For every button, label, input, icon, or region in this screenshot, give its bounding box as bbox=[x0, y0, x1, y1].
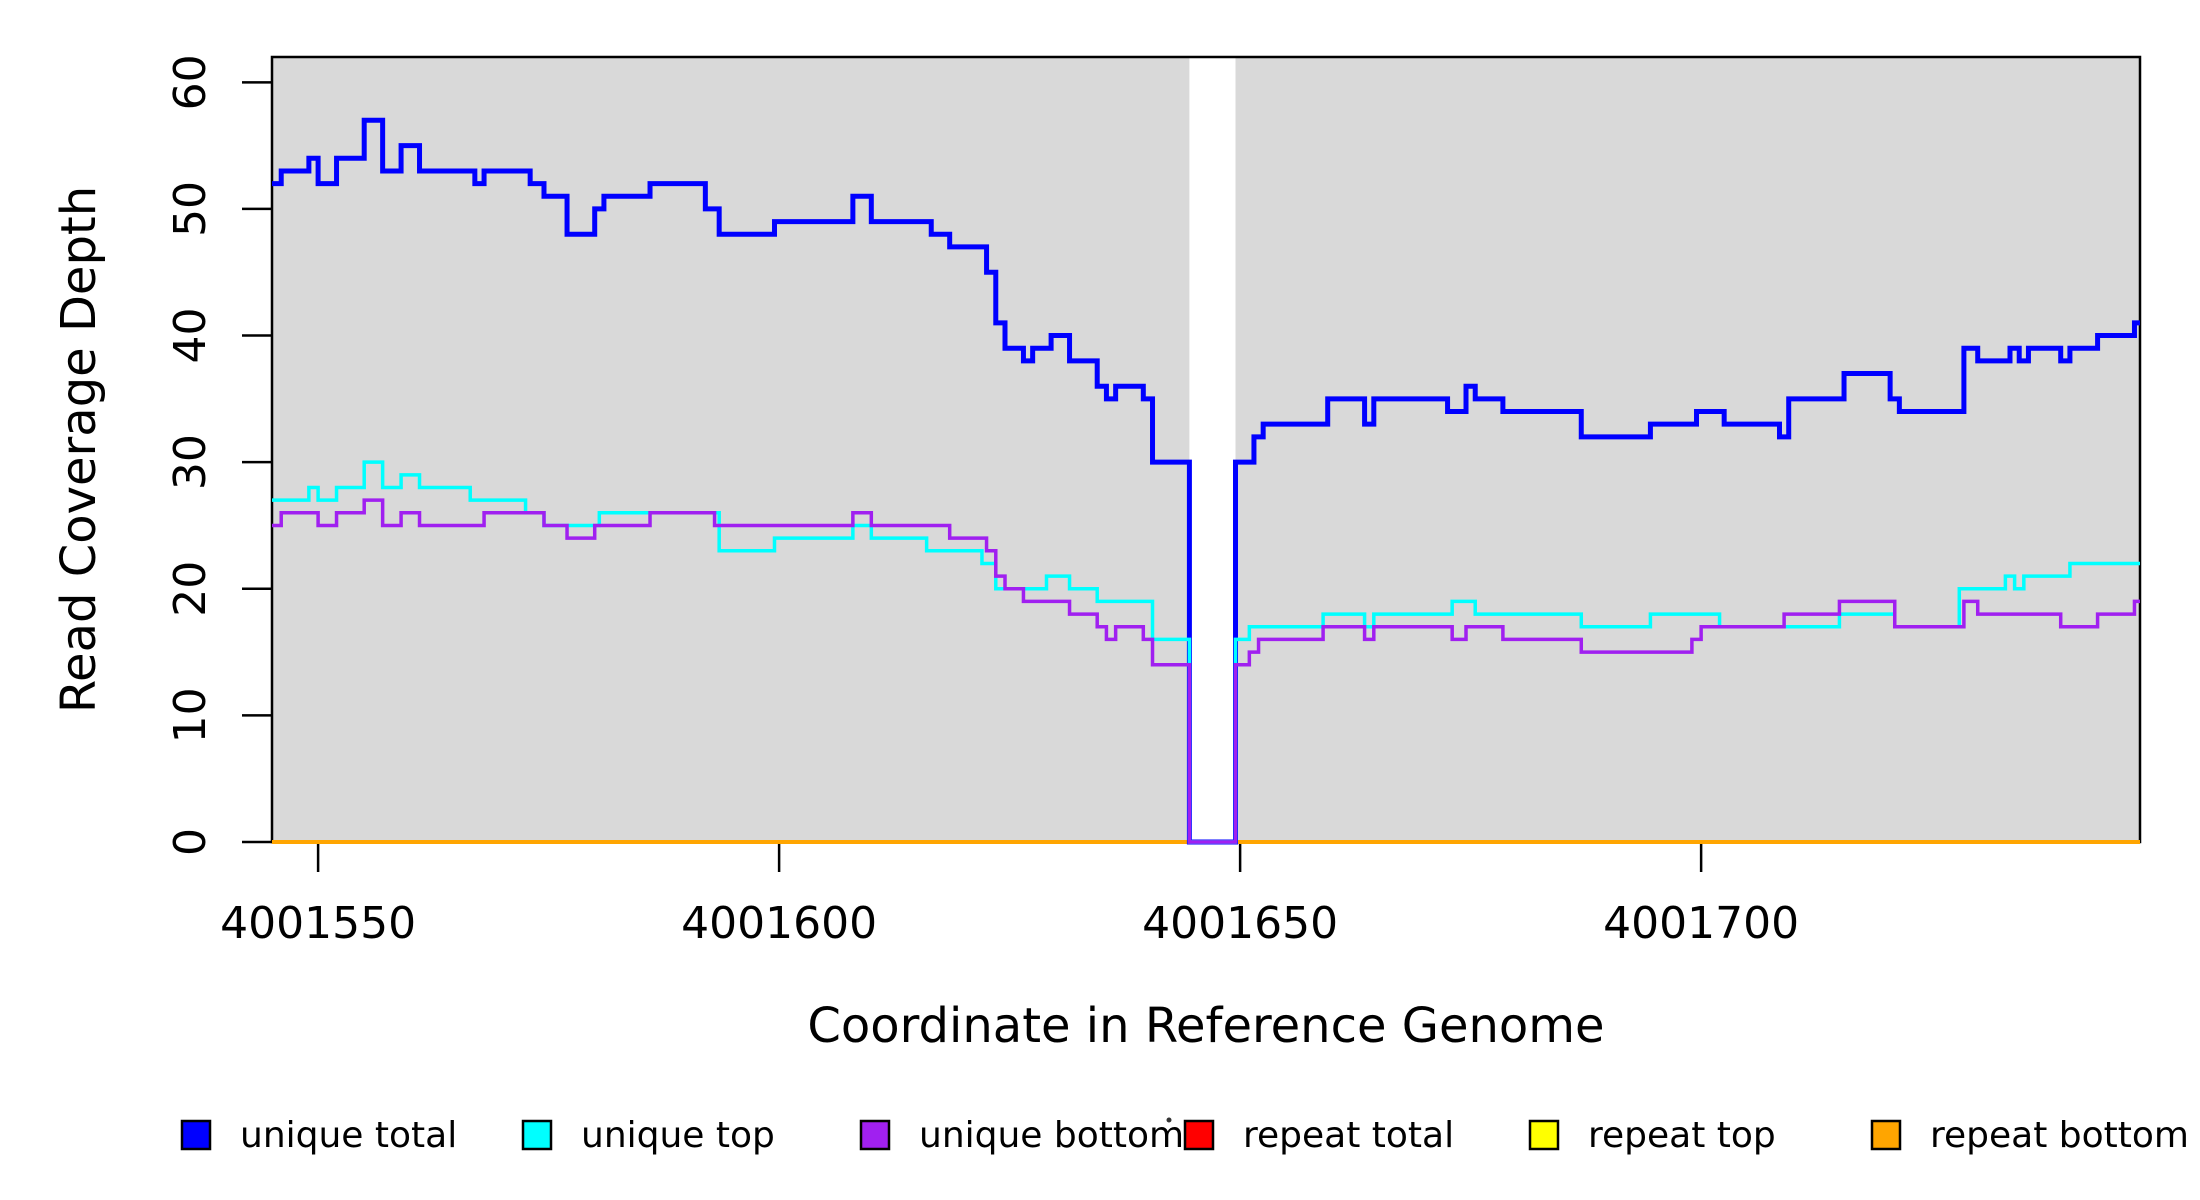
legend-item-repeat-total: repeat total bbox=[1183, 1115, 1454, 1156]
x-axis-tick-label: 4001700 bbox=[1603, 898, 1799, 949]
legend-label-unique-top: unique top bbox=[581, 1115, 775, 1156]
repeat-region-band bbox=[1189, 57, 1236, 842]
y-axis-tick-label: 30 bbox=[165, 434, 216, 490]
legend-item-repeat-top: repeat top bbox=[1528, 1115, 1776, 1156]
legend-item-unique-bottom: unique bottom bbox=[859, 1115, 1184, 1156]
y-axis-tick-label: 20 bbox=[165, 561, 216, 617]
y-axis-tick-label: 40 bbox=[165, 308, 216, 364]
series-unique-bottom bbox=[272, 498, 2140, 844]
x-axis-tick-label: 4001600 bbox=[681, 898, 877, 949]
legend-label-repeat-bottom: repeat bottom bbox=[1930, 1115, 2189, 1156]
legend-swatch-repeat-top bbox=[1528, 1119, 1560, 1151]
legend-swatch-unique-total bbox=[180, 1119, 212, 1151]
x-axis-tick-label: 4001550 bbox=[220, 898, 416, 949]
stray-dot-mark bbox=[1166, 1117, 1172, 1123]
legend-label-repeat-total: repeat total bbox=[1243, 1115, 1454, 1156]
legend-item-repeat-bottom: repeat bottom bbox=[1870, 1115, 2189, 1156]
legend-item-unique-total: unique total bbox=[180, 1115, 457, 1156]
legend-label-unique-total: unique total bbox=[240, 1115, 457, 1156]
legend-label-repeat-top: repeat top bbox=[1588, 1115, 1776, 1156]
legend-item-unique-top: unique top bbox=[521, 1115, 775, 1156]
x-axis-tick-label: 4001650 bbox=[1142, 898, 1338, 949]
legend-swatch-unique-top bbox=[521, 1119, 553, 1151]
y-axis-tick-label: 50 bbox=[165, 181, 216, 237]
series-unique-total bbox=[272, 117, 2140, 845]
legend-label-unique-bottom: unique bottom bbox=[919, 1115, 1184, 1156]
y-axis-tick-label: 0 bbox=[165, 828, 216, 856]
y-axis-title: Read Coverage Depth bbox=[51, 186, 107, 713]
y-axis-tick-label: 60 bbox=[165, 54, 216, 110]
legend-swatch-unique-bottom bbox=[859, 1119, 891, 1151]
legend-swatch-repeat-bottom bbox=[1870, 1119, 1902, 1151]
legend-swatch-repeat-total bbox=[1183, 1119, 1215, 1151]
x-axis-title: Coordinate in Reference Genome bbox=[807, 998, 1604, 1054]
y-axis-tick-label: 10 bbox=[165, 687, 216, 743]
series-unique-top bbox=[272, 460, 2140, 844]
